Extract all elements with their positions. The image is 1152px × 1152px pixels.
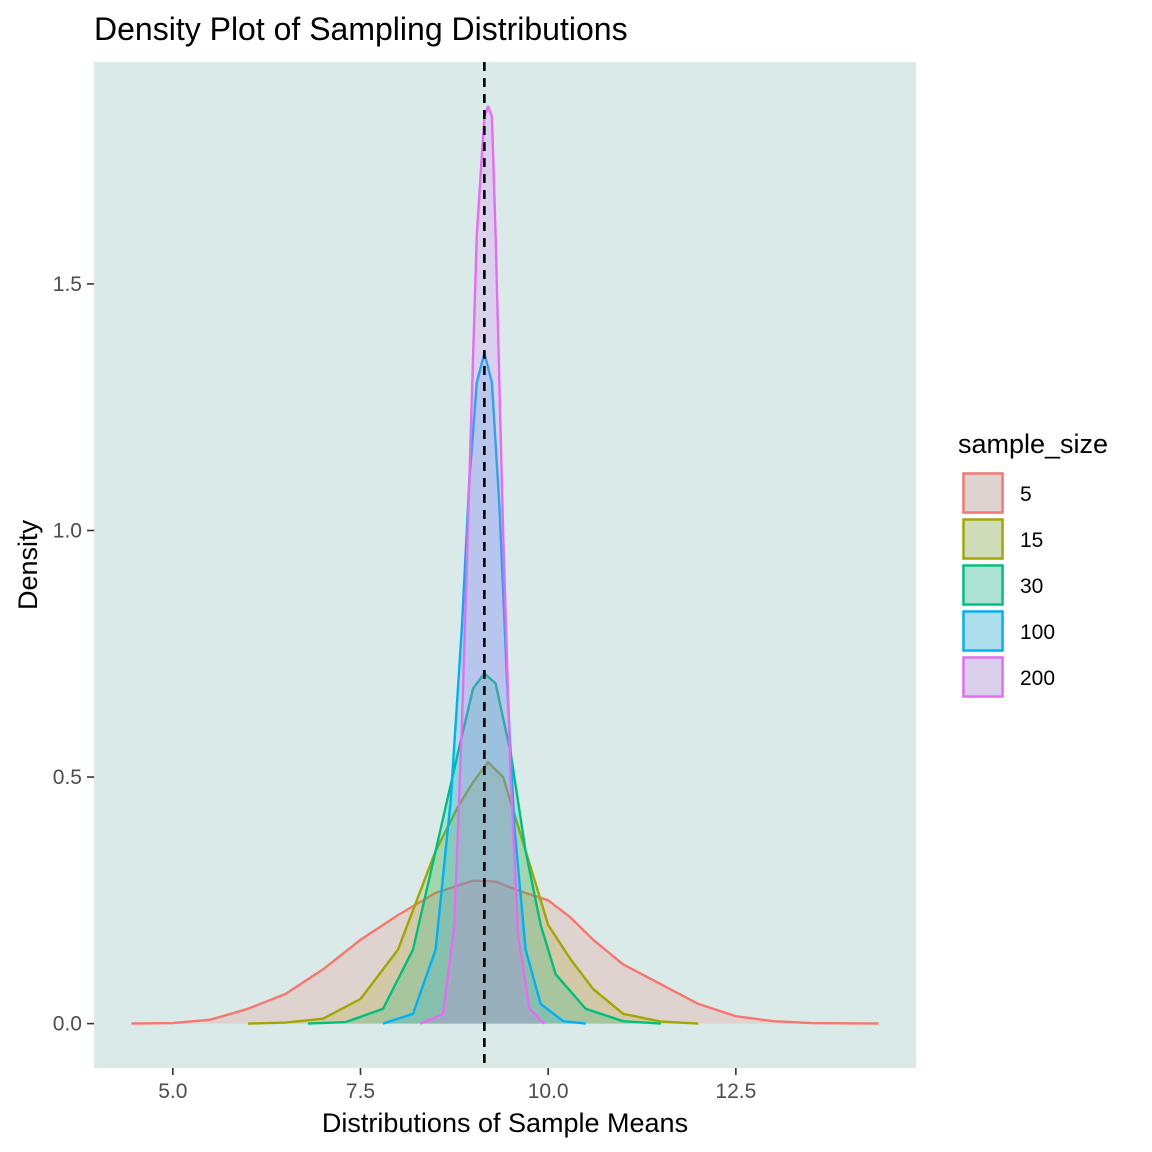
x-tick-label: 10.0: [528, 1080, 569, 1103]
legend: sample_size 5 15 30 100 200: [958, 429, 1108, 698]
density-line-15: [247, 761, 699, 1025]
legend-label-5: 5: [1020, 483, 1032, 506]
x-tick-label: 5.0: [158, 1080, 187, 1103]
legend-key-bg: [962, 656, 1004, 698]
density-area-200: [420, 106, 545, 1024]
legend-key-100: [962, 610, 1004, 652]
y-axis: 0.0 0.5 1.0 1.5: [53, 273, 94, 1036]
legend-key-bg: [962, 472, 1004, 514]
x-tick-label: 12.5: [715, 1080, 756, 1103]
legend-label-15: 15: [1020, 529, 1043, 552]
chart-title: Density Plot of Sampling Distributions: [94, 11, 628, 47]
density-area-5: [131, 880, 879, 1024]
density-area-15: [247, 762, 699, 1024]
x-tick-label: 7.5: [346, 1080, 375, 1103]
y-tick-label: 1.5: [53, 273, 82, 296]
legend-key-bg: [962, 610, 1004, 652]
y-tick-label: 0.5: [53, 766, 82, 789]
legend-key-15: [962, 518, 1004, 560]
legend-label-200: 200: [1020, 667, 1055, 690]
legend-key-30: [962, 564, 1004, 606]
legend-label-30: 30: [1020, 575, 1043, 598]
x-axis: 5.0 7.5 10.0 12.5: [158, 1068, 756, 1103]
y-tick-label: 1.0: [53, 519, 82, 542]
legend-key-5: [962, 472, 1004, 514]
legend-key-200: [962, 656, 1004, 698]
legend-title: sample_size: [958, 429, 1108, 459]
density-line-5: [131, 879, 879, 1025]
density-line-200: [420, 105, 546, 1025]
legend-key-bg: [962, 564, 1004, 606]
density-line-30: [307, 672, 661, 1025]
y-tick-label: 0.0: [53, 1013, 82, 1036]
density-line-100: [382, 351, 586, 1025]
y-axis-title: Density: [13, 519, 43, 610]
legend-label-100: 100: [1020, 621, 1055, 644]
legend-key-bg: [962, 518, 1004, 560]
x-axis-title: Distributions of Sample Means: [322, 1108, 688, 1138]
